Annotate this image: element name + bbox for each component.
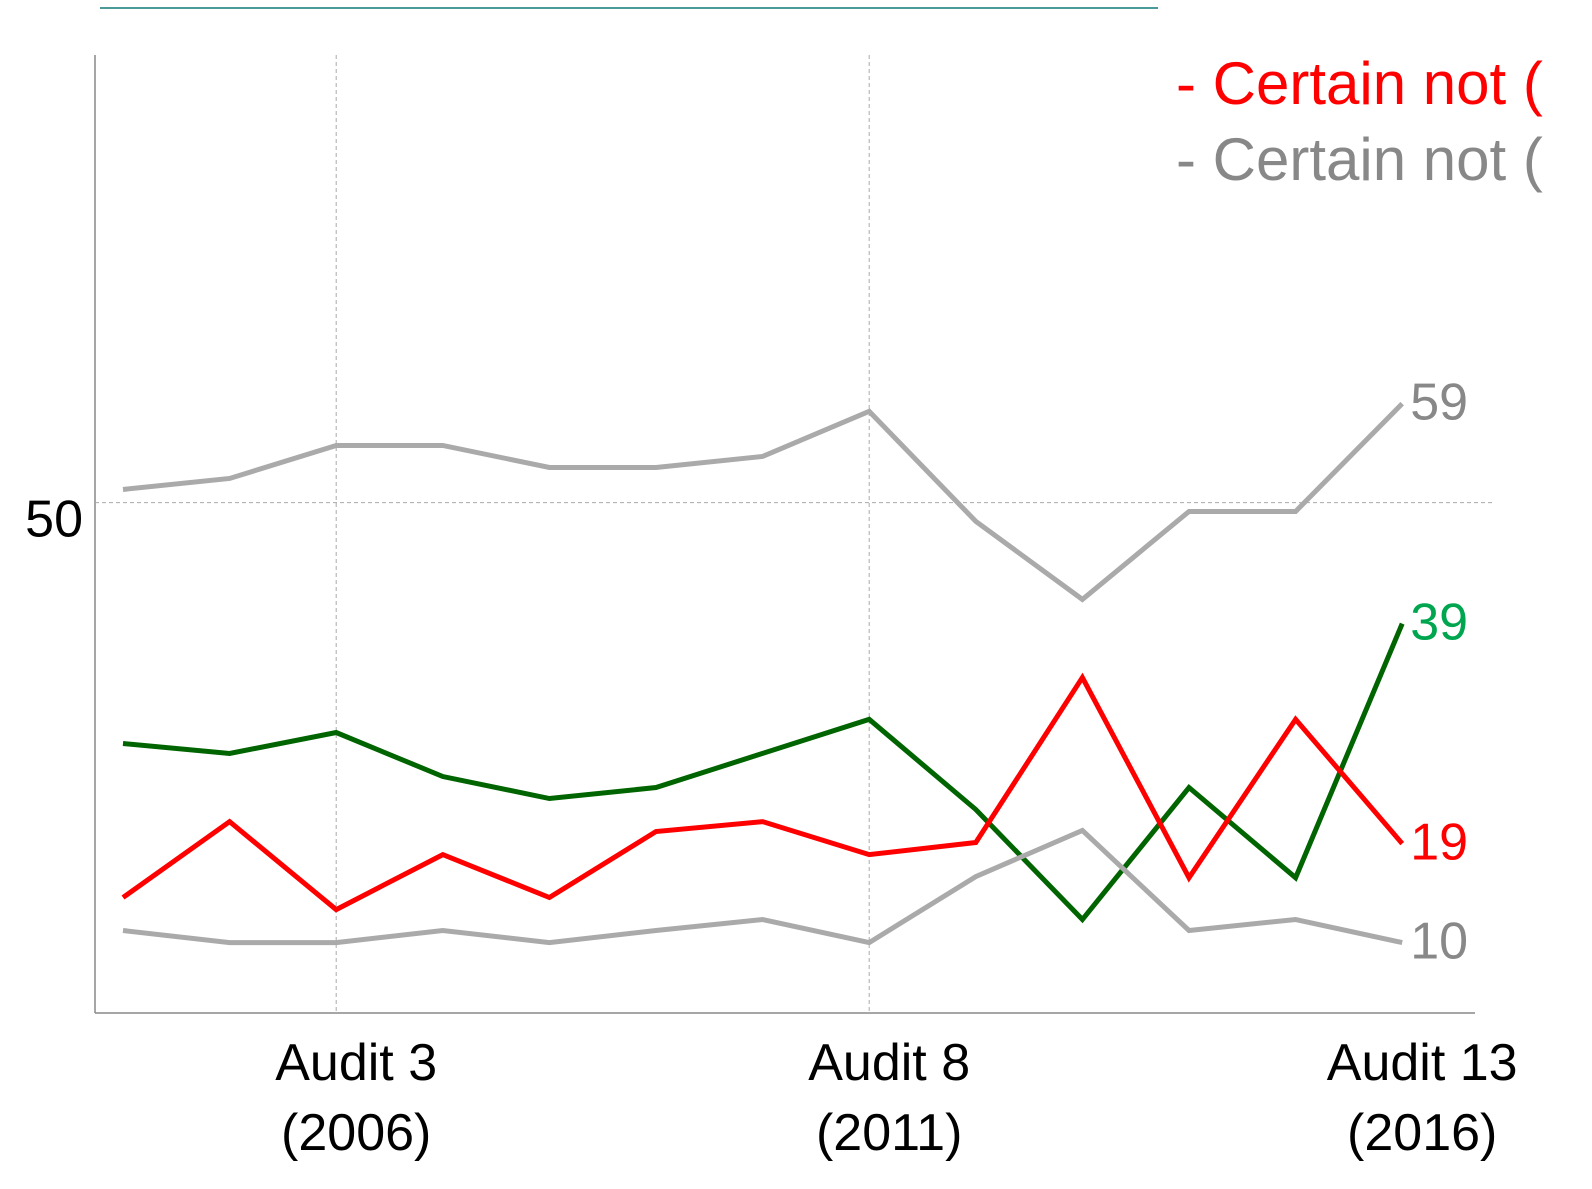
- series-line: [121, 672, 1405, 913]
- series-line: [122, 401, 1404, 603]
- legend-text: - Certain not (: [1176, 126, 1543, 193]
- series-line: [122, 622, 1405, 924]
- end-value-label: 10: [1410, 912, 1468, 970]
- end-value-label: 19: [1410, 813, 1468, 871]
- series-line: [122, 827, 1403, 946]
- x-tick-label: Audit 8 (2011): [808, 1034, 971, 1162]
- x-tick-label: Audit 13 (2016): [1326, 1034, 1518, 1162]
- legend-text: - Certain not (: [1176, 50, 1543, 117]
- y-tick-label: 50: [25, 490, 83, 548]
- x-tick-label: Audit 3 (2006): [275, 1034, 438, 1162]
- end-value-label: 59: [1410, 373, 1468, 431]
- end-value-label: 39: [1410, 593, 1468, 651]
